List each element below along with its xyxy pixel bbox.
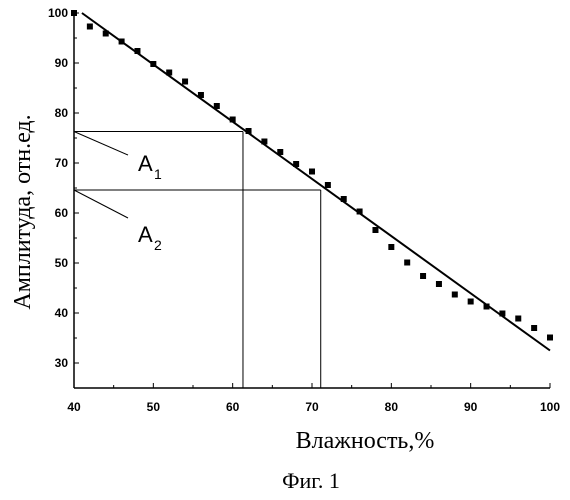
annotation-subscript: 2 [154, 237, 162, 253]
data-point [547, 335, 553, 341]
data-point [87, 24, 93, 30]
x-tick-label: 90 [464, 400, 478, 414]
data-point [182, 79, 188, 85]
y-tick-label: 80 [55, 106, 69, 120]
y-tick-label: 40 [55, 306, 69, 320]
x-tick-label: 60 [226, 400, 240, 414]
plot-area [74, 13, 550, 388]
data-point [468, 299, 474, 305]
annotation-leader [74, 132, 128, 156]
annotation-label: A [138, 151, 153, 176]
data-series [71, 10, 553, 351]
data-point [325, 182, 331, 188]
y-tick-label: 60 [55, 206, 69, 220]
x-tick-label: 80 [385, 400, 399, 414]
x-axis-title: Влажность,% [296, 428, 435, 454]
x-tick-label: 50 [147, 400, 161, 414]
data-point [404, 260, 410, 266]
y-tick-label: 70 [55, 156, 69, 170]
data-point [372, 227, 378, 233]
data-point [388, 244, 394, 250]
y-tick-label: 90 [55, 56, 69, 70]
annotation-subscript: 1 [154, 166, 162, 182]
annotation-label: A [138, 222, 153, 247]
y-axis-title: Амплитуда, отн.ед. [10, 114, 36, 309]
annotations: A1A2 [74, 132, 321, 389]
x-tick-label: 70 [305, 400, 319, 414]
data-point [309, 169, 315, 175]
trend-line [82, 13, 550, 351]
data-point [452, 292, 458, 298]
x-tick-label: 40 [67, 400, 81, 414]
data-point [71, 10, 77, 16]
figure-caption: Фиг. 1 [282, 468, 340, 493]
data-point [531, 325, 537, 331]
y-tick-label: 50 [55, 256, 69, 270]
axis-ticks: 40 50 60 70 80 90 100 30 40 50 60 70 80 90 100 [48, 6, 560, 414]
x-tick-label: 100 [540, 400, 560, 414]
data-point [436, 281, 442, 287]
data-point [420, 273, 426, 279]
y-tick-label: 100 [48, 6, 68, 20]
annotation-leader [74, 190, 128, 218]
y-tick-label: 30 [55, 356, 69, 370]
data-point [515, 316, 521, 322]
